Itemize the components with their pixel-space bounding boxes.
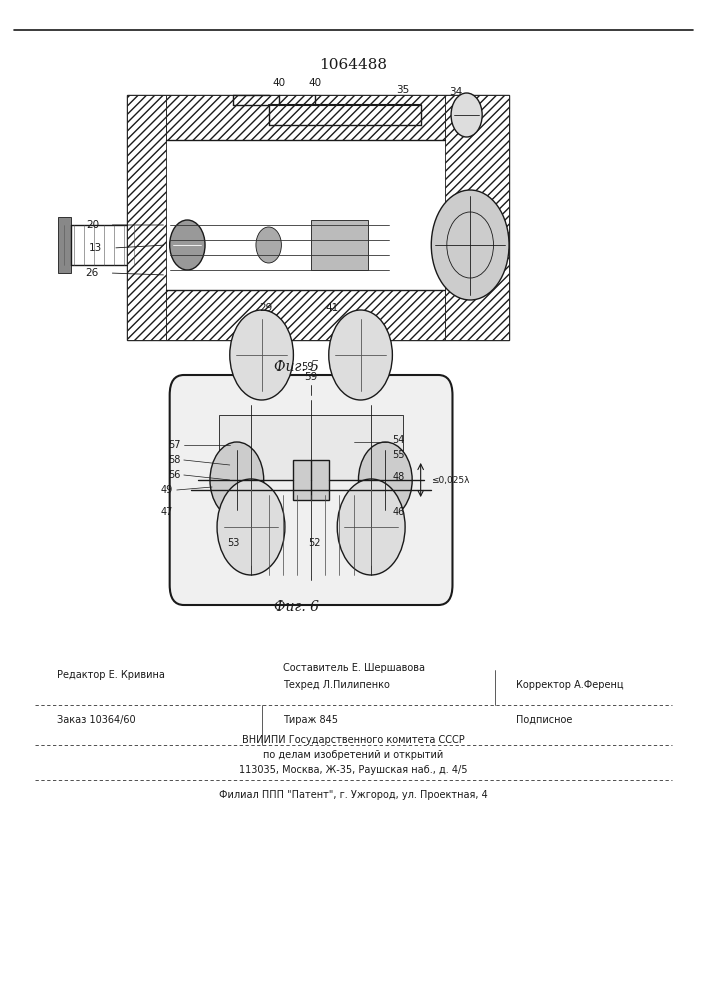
Text: 20: 20 (86, 220, 99, 230)
Text: Подписное: Подписное (516, 715, 573, 725)
Text: 54: 54 (392, 435, 405, 445)
Text: 55: 55 (392, 450, 405, 460)
Text: Составитель Е. Шершавова: Составитель Е. Шершавова (283, 663, 425, 673)
Text: 49: 49 (161, 485, 173, 495)
Text: 52: 52 (308, 538, 321, 548)
Text: по делам изобретений и открытий: по делам изобретений и открытий (264, 750, 443, 760)
Circle shape (451, 93, 482, 137)
Text: 59: 59 (305, 372, 317, 382)
Bar (219, 415, 403, 480)
Text: 47: 47 (160, 507, 173, 517)
Text: Редактор Е. Кривина: Редактор Е. Кривина (57, 670, 165, 680)
Circle shape (337, 479, 405, 575)
Circle shape (358, 442, 412, 518)
Text: 29: 29 (259, 303, 272, 313)
Text: Техред Л.Пилипенко: Техред Л.Пилипенко (283, 680, 390, 690)
Text: Фиг. 6: Фиг. 6 (274, 600, 320, 614)
Text: 56: 56 (168, 470, 180, 480)
Text: Фиг. 5: Фиг. 5 (274, 360, 320, 374)
Text: 46: 46 (392, 507, 404, 517)
Text: 48: 48 (392, 472, 404, 482)
Text: 40: 40 (273, 78, 286, 88)
Circle shape (256, 227, 281, 263)
Circle shape (230, 310, 293, 400)
Text: 34: 34 (449, 87, 462, 97)
Circle shape (431, 190, 509, 300)
Polygon shape (166, 290, 445, 340)
Polygon shape (166, 95, 445, 140)
Text: ВНИИПИ Государственного комитета СССР: ВНИИПИ Государственного комитета СССР (242, 735, 465, 745)
Text: Филиал ППП "Патент", г. Ужгород, ул. Проектная, 4: Филиал ППП "Патент", г. Ужгород, ул. Про… (219, 790, 488, 800)
Bar (293, 460, 329, 500)
Text: Заказ 10364/60: Заказ 10364/60 (57, 715, 135, 725)
Text: ≤0,025λ: ≤0,025λ (431, 476, 469, 485)
Text: 53: 53 (227, 538, 240, 548)
Text: Тираж 845: Тираж 845 (283, 715, 338, 725)
Text: Корректор А.Ференц: Корректор А.Ференц (516, 680, 624, 690)
Text: 41: 41 (325, 303, 339, 313)
Circle shape (329, 310, 392, 400)
FancyBboxPatch shape (170, 375, 452, 605)
Text: 13: 13 (89, 243, 103, 253)
Polygon shape (445, 95, 509, 340)
Text: 59: 59 (301, 362, 314, 372)
Circle shape (170, 220, 205, 270)
Text: 58: 58 (168, 455, 180, 465)
Text: 26: 26 (86, 268, 99, 278)
Circle shape (210, 442, 264, 518)
Text: 57: 57 (168, 440, 180, 450)
Text: 35: 35 (396, 85, 409, 95)
Polygon shape (127, 95, 166, 340)
Polygon shape (311, 220, 368, 270)
Text: 113035, Москва, Ж-35, Раушская наб., д. 4/5: 113035, Москва, Ж-35, Раушская наб., д. … (239, 765, 468, 775)
Circle shape (217, 479, 285, 575)
Text: 1064488: 1064488 (320, 58, 387, 72)
Polygon shape (58, 217, 71, 273)
Text: 40: 40 (308, 78, 321, 88)
